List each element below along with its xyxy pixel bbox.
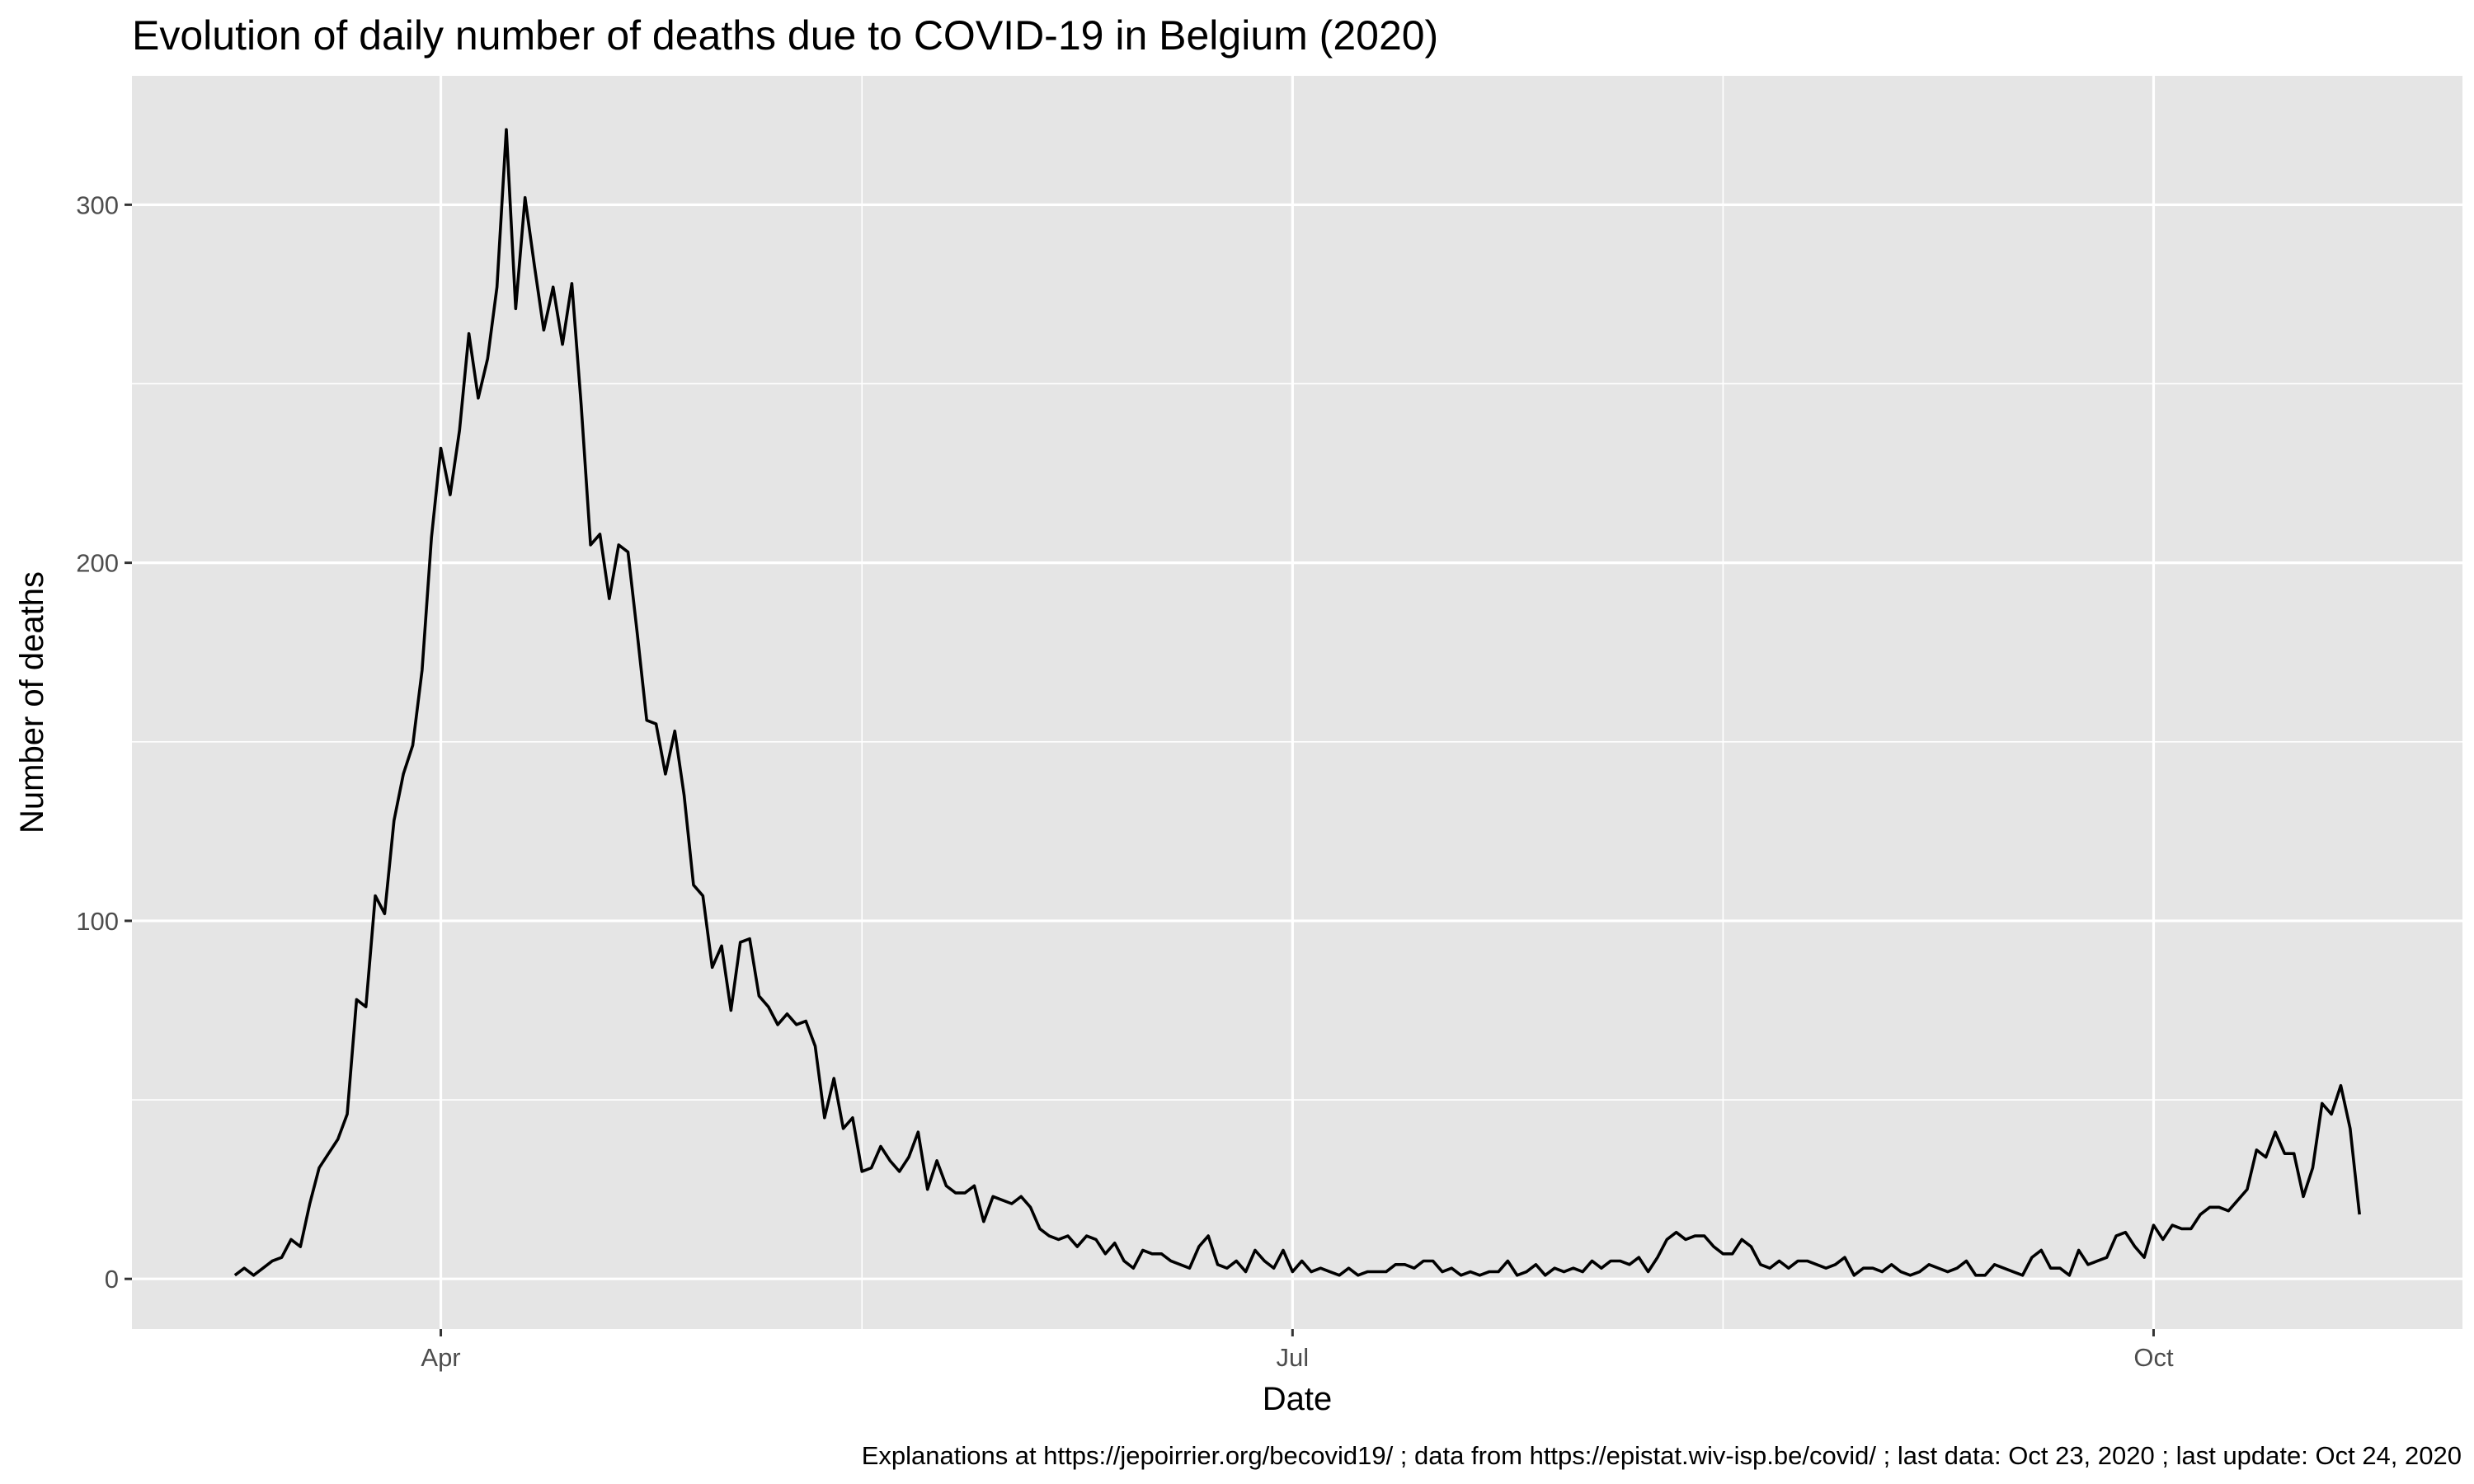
chart-caption: Explanations at https://jepoirrier.org/b… (862, 1441, 2462, 1470)
major-gridlines (132, 76, 2462, 1329)
x-tick-label: Oct (2133, 1343, 2174, 1372)
y-axis-ticks: 0 100 200 300 (76, 190, 132, 1294)
plot-panel (132, 76, 2462, 1329)
x-axis-title: Date (1263, 1381, 1333, 1417)
x-axis-ticks: Apr Jul Oct (421, 1329, 2174, 1372)
chart-title: Evolution of daily number of deaths due … (132, 12, 1438, 59)
y-axis-title: Number of deaths (14, 571, 50, 834)
minor-gridlines (132, 76, 2462, 1329)
x-tick-label: Jul (1277, 1343, 1310, 1372)
y-tick-label: 100 (76, 907, 119, 936)
y-tick-label: 300 (76, 190, 119, 219)
y-tick-label: 200 (76, 549, 119, 578)
deaths-series-line (233, 128, 2361, 1277)
x-tick-label: Apr (421, 1343, 460, 1372)
y-tick-label: 0 (105, 1265, 119, 1294)
